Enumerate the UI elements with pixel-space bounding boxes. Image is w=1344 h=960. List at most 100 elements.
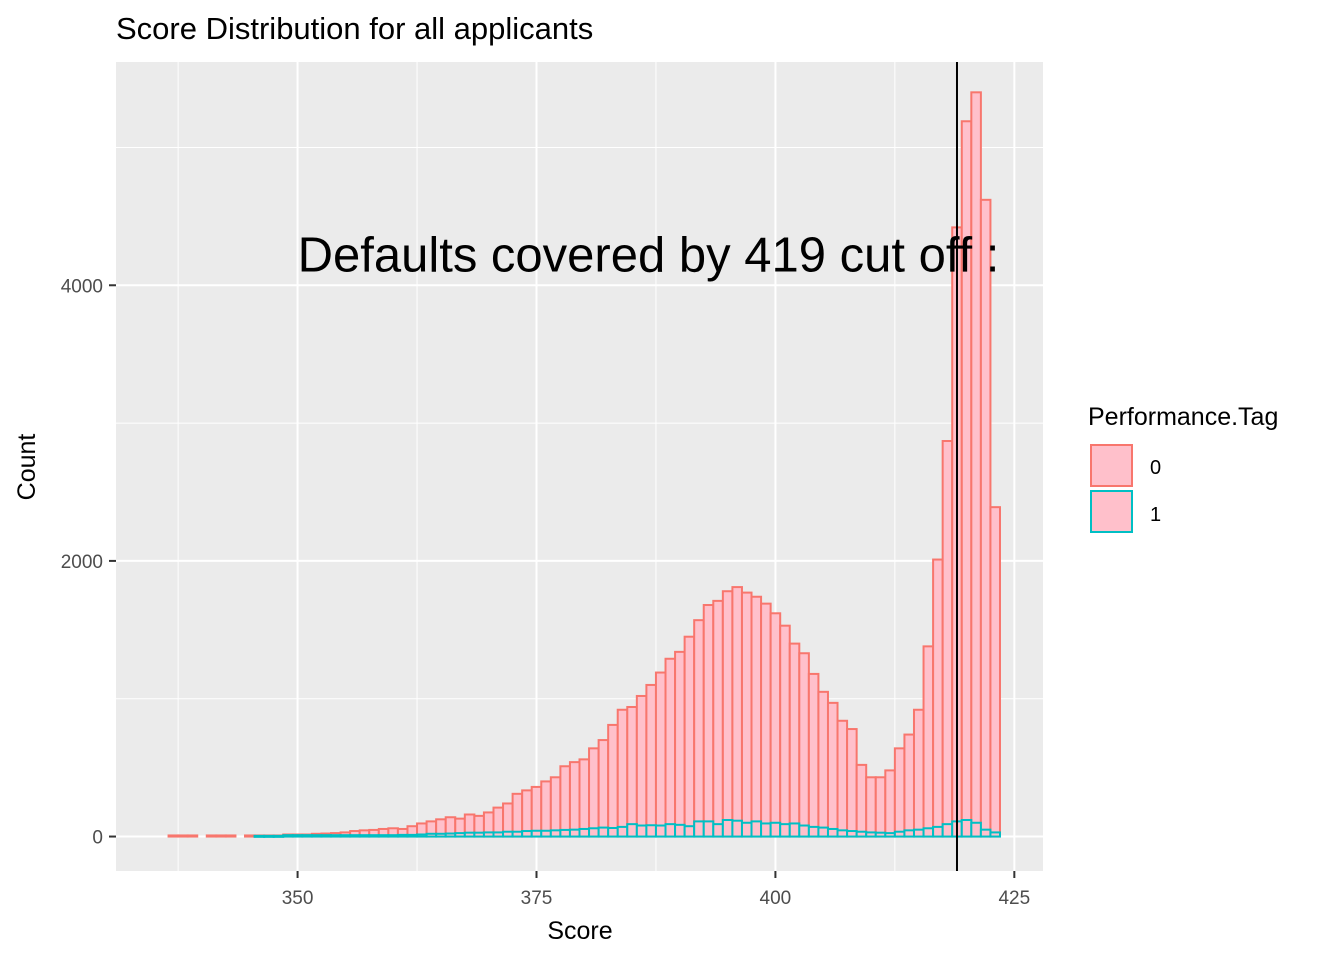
bar-series-0 <box>616 708 629 838</box>
bar-series-0 <box>588 747 600 838</box>
bar-series-0 <box>626 705 638 838</box>
bar-series-0 <box>530 785 543 838</box>
bar-series-1 <box>932 825 944 838</box>
bar-series-0 <box>645 683 657 838</box>
bar-series-0 <box>740 591 753 838</box>
bar-series-1 <box>626 823 638 838</box>
bar-series-1 <box>463 831 476 838</box>
bar-series-1 <box>616 825 629 838</box>
bar-series-0 <box>855 763 868 838</box>
legend-key-1 <box>1090 490 1133 533</box>
bar-series-1 <box>377 834 390 838</box>
bar-series-0 <box>865 776 877 838</box>
bar-series-0 <box>817 690 829 838</box>
bar-series-0 <box>721 590 734 838</box>
bar-series-1 <box>702 820 715 838</box>
bar-series-1 <box>645 824 657 838</box>
bar-series-0 <box>224 834 237 838</box>
bar-series-0 <box>798 652 810 838</box>
legend-key-0 <box>1090 444 1133 487</box>
bar-series-1 <box>416 833 428 838</box>
bar-series-1 <box>521 830 533 838</box>
bar-series-0 <box>912 708 925 838</box>
bar-series-1 <box>425 832 438 838</box>
bar-series-0 <box>693 619 705 838</box>
bar-series-1 <box>530 829 543 838</box>
bar-series-1 <box>903 829 915 838</box>
bar-series-0 <box>177 834 189 838</box>
bar-series-1 <box>540 829 552 838</box>
bar-series-0 <box>205 834 218 838</box>
y-tick-label: 4000 <box>61 276 103 297</box>
bar-series-1 <box>960 819 973 838</box>
y-axis-label: Count <box>13 434 41 501</box>
bar-series-0 <box>932 558 944 838</box>
bar-series-1 <box>769 821 782 838</box>
bar-series-0 <box>779 624 791 838</box>
bar-series-1 <box>597 826 610 838</box>
bar-series-0 <box>989 506 1001 838</box>
bar-series-1 <box>807 825 820 838</box>
bar-series-0 <box>568 761 581 838</box>
y-tick-label: 0 <box>92 828 103 849</box>
x-tick-label: 400 <box>760 888 792 909</box>
y-tick-label: 2000 <box>61 552 103 573</box>
bar-series-0 <box>788 642 801 838</box>
bar-series-0 <box>607 723 619 838</box>
bar-series-1 <box>826 827 839 838</box>
bar-series-1 <box>588 827 600 838</box>
bar-series-0 <box>521 789 533 838</box>
bar-series-0 <box>836 719 849 838</box>
bar-series-0 <box>884 769 896 838</box>
bar-series-1 <box>330 834 342 838</box>
bar-series-0 <box>215 834 227 838</box>
bar-series-1 <box>320 834 333 838</box>
bar-series-0 <box>760 602 772 838</box>
bar-series-1 <box>387 834 399 838</box>
bar-series-1 <box>492 831 505 838</box>
bar-series-0 <box>635 694 648 838</box>
bar-series-0 <box>511 792 524 838</box>
bar-series-1 <box>865 831 877 838</box>
bar-series-1 <box>912 828 925 838</box>
bar-series-1 <box>349 834 361 838</box>
bar-series-1 <box>263 834 275 838</box>
bar-series-0 <box>826 701 839 838</box>
x-axis-ticks: 350 375 400 425 <box>282 871 1030 909</box>
bar-series-1 <box>406 833 419 838</box>
y-axis-ticks: 0 2000 4000 <box>61 276 116 849</box>
bar-series-1 <box>989 831 1001 838</box>
bar-series-1 <box>836 829 849 838</box>
bar-series-0 <box>559 765 571 838</box>
bar-series-1 <box>874 831 887 838</box>
bar-series-1 <box>674 823 686 838</box>
bar-series-1 <box>444 832 457 838</box>
bar-series-1 <box>922 827 935 838</box>
bar-series-0 <box>903 733 915 838</box>
legend-title: Performance.Tag <box>1088 403 1278 431</box>
bar-series-1 <box>817 826 829 838</box>
bar-series-0 <box>769 612 782 838</box>
bar-series-1 <box>291 834 304 838</box>
bar-series-0 <box>540 780 552 838</box>
chart-title: Score Distribution for all applicants <box>116 11 593 46</box>
bar-series-0 <box>186 834 199 838</box>
bar-series-1 <box>855 830 868 838</box>
bar-series-1 <box>578 827 591 838</box>
bar-series-0 <box>970 91 982 838</box>
bar-series-0 <box>807 672 820 838</box>
bar-series-0 <box>597 739 610 838</box>
bar-series-0 <box>654 671 667 838</box>
annotation-text: Defaults covered by 419 cut off : <box>298 228 1000 282</box>
bar-series-1 <box>693 820 705 838</box>
bar-series-1 <box>568 828 581 838</box>
bar-series-1 <box>253 834 266 838</box>
bar-series-0 <box>674 650 686 838</box>
bar-series-1 <box>750 820 763 838</box>
bar-series-0 <box>664 657 677 838</box>
bar-series-1 <box>941 823 954 838</box>
bar-series-1 <box>511 830 524 838</box>
bar-series-0 <box>893 747 906 838</box>
bar-series-0 <box>731 586 743 838</box>
bar-series-1 <box>893 830 906 838</box>
